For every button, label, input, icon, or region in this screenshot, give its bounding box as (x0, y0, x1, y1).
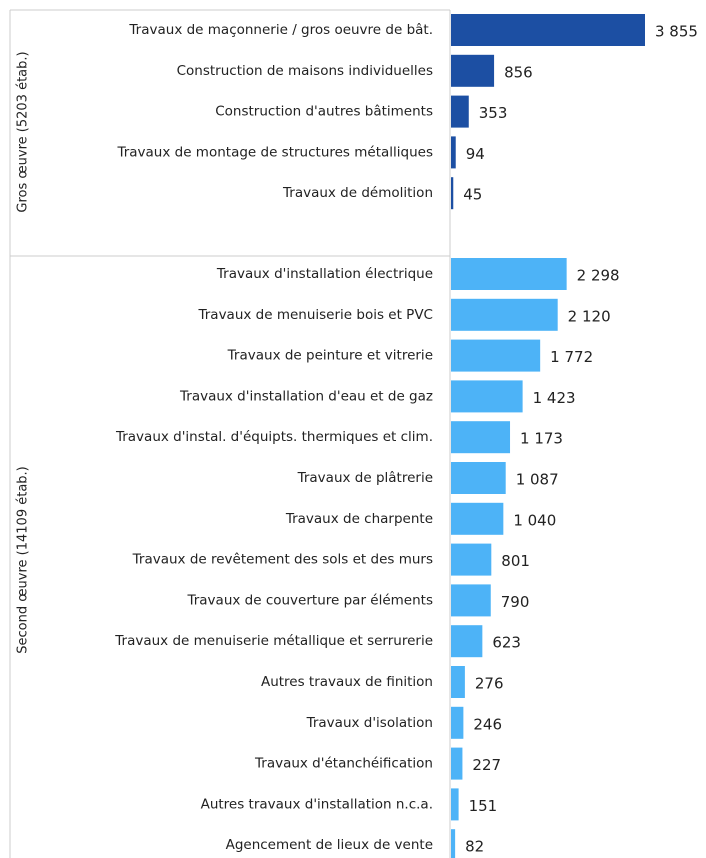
bar (451, 706, 464, 739)
category-label: Autres travaux d'installation n.c.a. (201, 796, 433, 812)
bar (451, 339, 541, 372)
category-label: Travaux d'isolation (306, 715, 433, 731)
bar (451, 502, 504, 535)
bar (451, 54, 495, 87)
value-label: 856 (504, 63, 533, 81)
value-label: 82 (465, 838, 484, 856)
bar (451, 14, 645, 46)
category-label: Travaux de plâtrerie (297, 470, 433, 486)
value-label: 790 (501, 593, 530, 611)
value-label: 2 120 (568, 307, 611, 325)
bar (451, 747, 463, 780)
category-label: Agencement de lieux de vente (226, 837, 433, 853)
category-label: Travaux d'instal. d'équipts. thermiques … (115, 429, 433, 445)
value-label: 1 173 (520, 430, 563, 448)
bar (451, 177, 454, 210)
value-label: 45 (463, 186, 482, 204)
bar (451, 298, 558, 331)
value-label: 3 855 (655, 23, 698, 41)
group-label: Gros œuvre (5203 étab.) (16, 51, 31, 212)
value-label: 1 423 (533, 389, 576, 407)
bar (451, 380, 523, 413)
bar (451, 95, 469, 128)
bar (451, 829, 456, 858)
value-label: 353 (479, 104, 508, 122)
category-label: Travaux de revêtement des sols et des mu… (132, 552, 433, 568)
bar (451, 421, 511, 454)
value-label: 801 (501, 552, 530, 570)
category-label: Travaux d'installation électrique (216, 266, 433, 282)
category-label: Travaux d'installation d'eau et de gaz (179, 388, 433, 404)
category-label: Travaux de montage de structures métalli… (116, 144, 433, 160)
category-label: Travaux de maçonnerie / gros oeuvre de b… (128, 22, 433, 38)
value-label: 276 (475, 675, 504, 693)
category-label: Construction de maisons individuelles (177, 63, 433, 79)
category-label: Travaux de démolition (282, 185, 433, 201)
group-label: Second œuvre (14109 étab.) (16, 466, 31, 653)
category-label: Travaux de menuiserie bois et PVC (197, 307, 433, 323)
category-label: Autres travaux de finition (261, 674, 433, 690)
value-label: 151 (469, 797, 498, 815)
value-label: 1 087 (516, 471, 559, 489)
category-label: Travaux de peinture et vitrerie (227, 348, 433, 364)
value-label: 1 040 (513, 511, 556, 529)
bar (451, 136, 456, 169)
bar (451, 625, 483, 658)
value-label: 227 (472, 756, 501, 774)
value-label: 623 (492, 634, 521, 652)
bar (451, 462, 506, 494)
category-label: Travaux d'étanchéification (254, 756, 433, 772)
value-label: 246 (473, 715, 502, 733)
value-label: 1 772 (550, 348, 593, 366)
category-label: Travaux de couverture par éléments (186, 592, 433, 608)
bar (451, 543, 492, 576)
value-label: 2 298 (577, 267, 620, 285)
category-label: Construction d'autres bâtiments (215, 104, 433, 120)
category-label: Travaux de charpente (285, 511, 433, 527)
bar (451, 258, 567, 290)
bar (451, 788, 459, 821)
value-label: 94 (466, 145, 485, 163)
category-label: Travaux de menuiserie métallique et serr… (114, 633, 433, 649)
bar (451, 666, 465, 698)
bar (451, 584, 491, 617)
